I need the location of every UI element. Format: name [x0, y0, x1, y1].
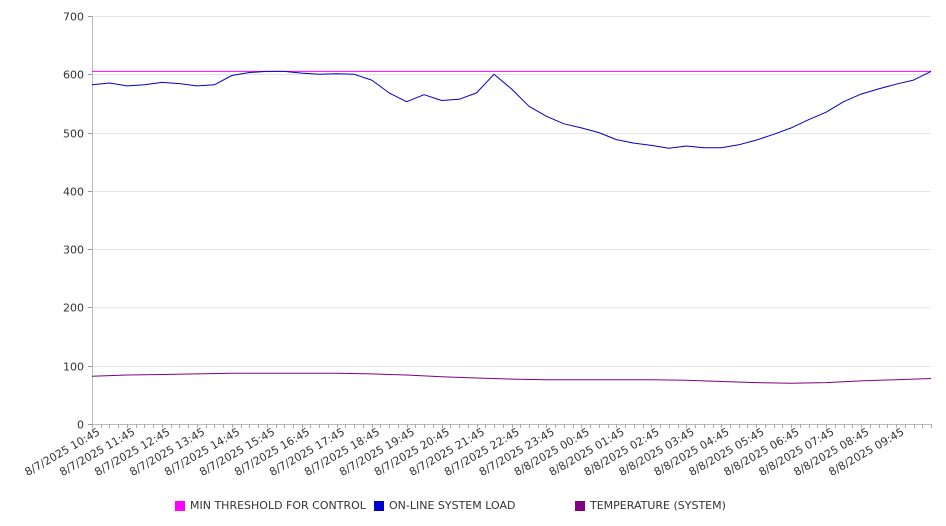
legend-label: TEMPERATURE (SYSTEM)	[590, 499, 726, 512]
legend-item: ON-LINE SYSTEM LOAD	[374, 499, 515, 512]
y-tick-label: 200	[63, 302, 84, 315]
series-line-2	[91, 70, 932, 149]
x-axis-ticks: 8/7/2025 10:458/7/2025 11:458/7/2025 12:…	[22, 424, 932, 479]
series-line-3	[91, 372, 932, 384]
y-tick-label: 700	[63, 11, 84, 24]
legend-item: MIN THRESHOLD FOR CONTROL	[175, 499, 366, 512]
y-tick-label: 100	[63, 361, 84, 374]
y-axis-ticks: 0 100 200 300 400 500 600 700	[63, 11, 92, 432]
y-tick-label: 400	[63, 186, 84, 199]
legend-label: MIN THRESHOLD FOR CONTROL	[190, 499, 366, 512]
legend-swatch	[575, 500, 585, 511]
y-tick-label: 0	[77, 419, 84, 432]
legend-item: TEMPERATURE (SYSTEM)	[575, 499, 726, 512]
gridlines	[92, 16, 931, 367]
series-lines	[91, 70, 932, 384]
legend: MIN THRESHOLD FOR CONTROL ON-LINE SYSTEM …	[0, 496, 946, 516]
y-tick-label: 500	[63, 128, 84, 141]
legend-label: ON-LINE SYSTEM LOAD	[389, 499, 516, 512]
axes	[92, 16, 931, 425]
y-tick-label: 300	[63, 244, 84, 257]
legend-swatch	[374, 500, 384, 511]
legend-swatch	[175, 500, 185, 511]
y-tick-label: 600	[63, 69, 84, 82]
